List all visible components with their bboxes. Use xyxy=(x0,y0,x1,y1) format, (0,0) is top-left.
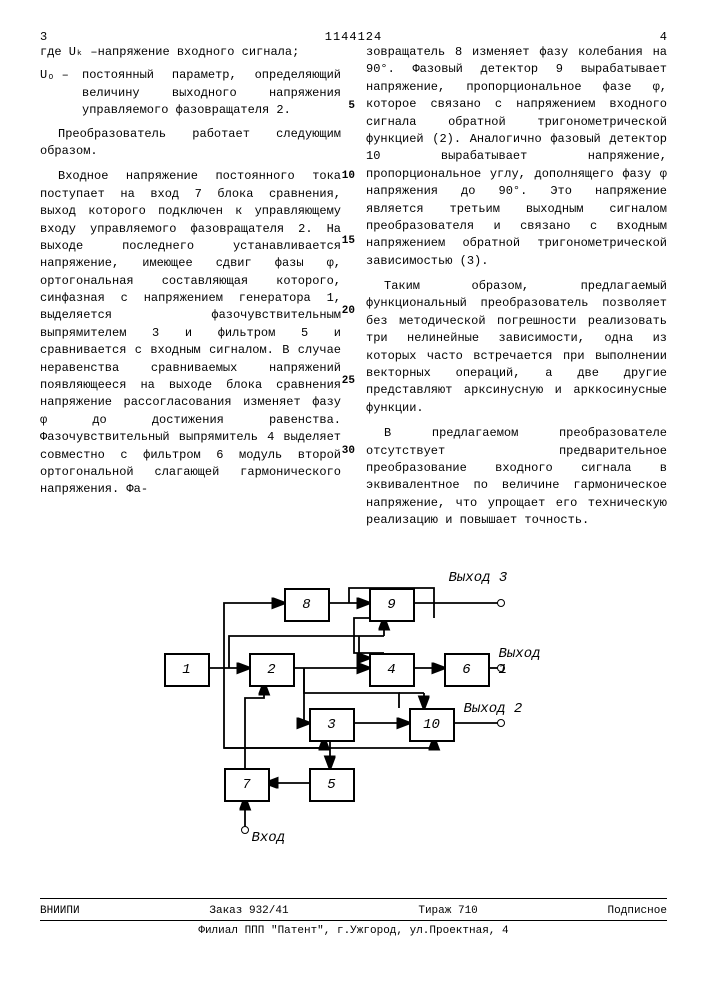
def-text: постоянный параметр, определяющий величи… xyxy=(82,67,341,119)
block-7: 7 xyxy=(224,768,270,802)
block-4: 4 xyxy=(369,653,415,687)
block-9: 9 xyxy=(369,588,415,622)
block-3: 3 xyxy=(309,708,355,742)
label-out2: Выход 2 xyxy=(464,701,523,717)
definition-2: Uₒ – постоянный параметр, определяющий в… xyxy=(40,67,341,119)
text-columns: где Uₖ – напряжение входного сигнала; Uₒ… xyxy=(40,44,667,538)
paragraph: Входное напряжение постоянного тока пост… xyxy=(40,168,341,498)
label-out1: Выход 1 xyxy=(499,646,554,678)
footer: ВНИИПИ Заказ 932/41 Тираж 710 Подписное … xyxy=(40,898,667,937)
def-text: напряжение входного сигнала; xyxy=(98,44,300,61)
def-term: где Uₖ – xyxy=(40,44,98,61)
paragraph: зовращатель 8 изменяет фазу колебания на… xyxy=(366,44,667,270)
footer-org: ВНИИПИ xyxy=(40,905,80,917)
terminal-in xyxy=(241,826,249,834)
label-out3: Выход 3 xyxy=(449,570,508,586)
header-right: 4 xyxy=(660,30,667,44)
def-term: Uₒ – xyxy=(40,67,82,119)
line-number: 25 xyxy=(342,374,355,390)
block-5: 5 xyxy=(309,768,355,802)
block-8: 8 xyxy=(284,588,330,622)
line-number: 10 xyxy=(342,169,355,185)
header-left: 3 xyxy=(40,30,47,44)
right-column: зовращатель 8 изменяет фазу колебания на… xyxy=(366,44,667,538)
page-number: 1144124 xyxy=(325,30,382,44)
block-10: 10 xyxy=(409,708,455,742)
paragraph: В предлагаемом преобразователе отсутству… xyxy=(366,425,667,529)
footer-branch: Филиал ППП "Патент", г.Ужгород, ул.Проек… xyxy=(40,920,667,937)
paragraph: Таким образом, предлагаемый функциональн… xyxy=(366,278,667,417)
block-diagram: 1 2 3 4 5 6 7 8 9 10 Выход 3 Выход 1 Вых… xyxy=(154,558,554,868)
block-2: 2 xyxy=(249,653,295,687)
paragraph: Преобразователь работает следующим образ… xyxy=(40,126,341,161)
footer-sign: Подписное xyxy=(608,905,667,917)
line-number: 30 xyxy=(342,444,355,460)
label-in: Вход xyxy=(252,830,286,846)
definition-1: где Uₖ – напряжение входного сигнала; xyxy=(40,44,341,61)
line-number: 15 xyxy=(342,234,355,250)
footer-tirage: Тираж 710 xyxy=(418,905,477,917)
line-number: 20 xyxy=(342,304,355,320)
left-column: где Uₖ – напряжение входного сигнала; Uₒ… xyxy=(40,44,341,538)
footer-row: ВНИИПИ Заказ 932/41 Тираж 710 Подписное xyxy=(40,905,667,917)
block-1: 1 xyxy=(164,653,210,687)
footer-order: Заказ 932/41 xyxy=(209,905,288,917)
terminal-out2 xyxy=(497,719,505,727)
block-6: 6 xyxy=(444,653,490,687)
line-number: 5 xyxy=(348,99,355,115)
terminal-out3 xyxy=(497,599,505,607)
